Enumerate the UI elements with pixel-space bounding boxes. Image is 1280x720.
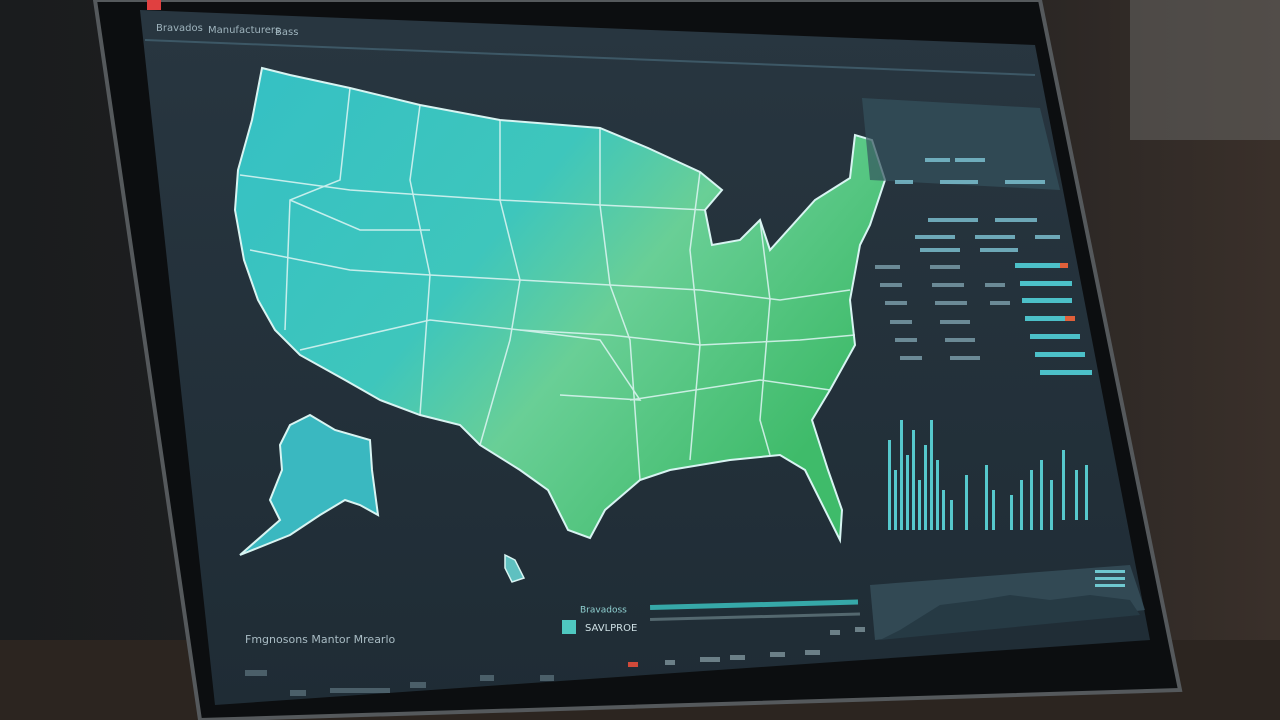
mini-chart [888, 420, 1088, 530]
us-map [233, 66, 887, 583]
map-lower48 [233, 66, 887, 544]
bottom-title: Bravadoss [580, 606, 627, 616]
map-alaska [239, 413, 380, 556]
stats-rows [895, 158, 1060, 252]
state-borders [239, 87, 856, 481]
tab[interactable]: Bass [275, 27, 298, 38]
trend-legend [1095, 570, 1125, 587]
background-light [1130, 0, 1280, 140]
bottom-subtitle: SAVLPROE [585, 623, 637, 634]
progress-track [650, 612, 861, 621]
header-tabs: Bravados Manufacturers Bass [156, 23, 298, 38]
tab[interactable]: Bravados [156, 23, 203, 34]
window-dot [147, 0, 161, 10]
progress-bar [650, 599, 859, 610]
map-hawaii [504, 553, 526, 583]
tab[interactable]: Manufacturers [208, 25, 280, 36]
trend-area [880, 595, 1140, 640]
metric-rows [875, 263, 1092, 375]
map-caption: Fmgnosons Mantor Mrearlo [245, 633, 396, 646]
bottom-icon [562, 620, 576, 634]
bottom-ticks [628, 627, 865, 667]
header-divider [144, 39, 1036, 76]
footer-labels [245, 670, 554, 696]
stats-panel [862, 98, 1060, 190]
